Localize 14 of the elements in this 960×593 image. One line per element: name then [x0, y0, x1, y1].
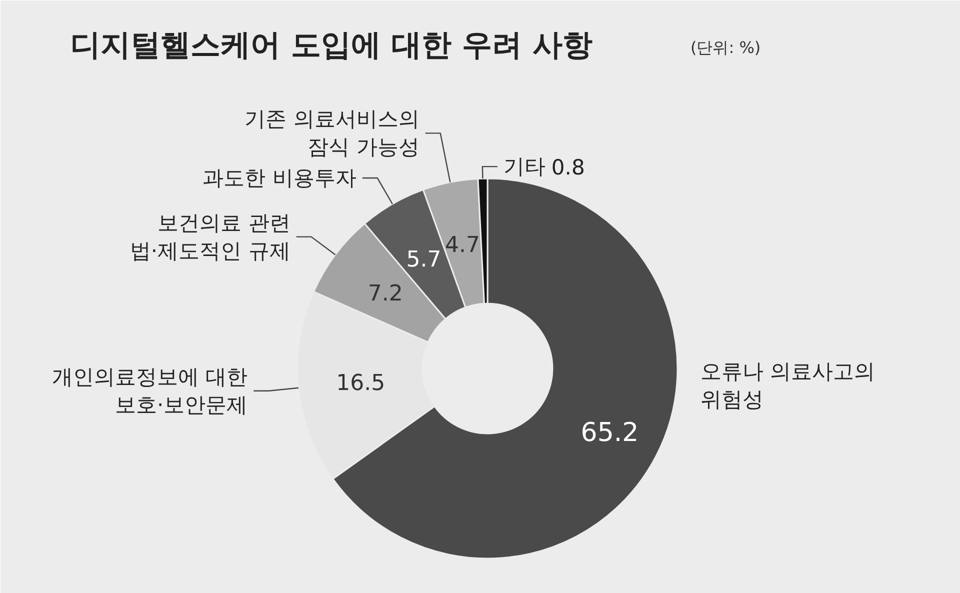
data-label: 5.7 [406, 248, 442, 273]
data-label: 16.5 [336, 370, 386, 396]
slice-label: 오류나 의료사고의 위험성 [700, 359, 876, 412]
data-label: 4.7 [444, 232, 480, 258]
slice-label: 보건의료 관련 법·제도적인 규제 [130, 210, 290, 263]
chart-subtitle: (단위: %) [690, 38, 761, 57]
slice-label: 과도한 비용투자 [202, 166, 356, 190]
data-label: 0.8 [551, 156, 585, 180]
data-label: 65.2 [580, 418, 639, 448]
slice-label: 기타 [503, 154, 546, 179]
slice-label: 개인의료정보에 대한 보호·보안문제 [52, 364, 248, 417]
chart-title: 디지털헬스케어 도입에 대한 우려 사항 [70, 28, 592, 63]
slice-label: 기존 의료서비스의 잠식 가능성 [244, 107, 420, 160]
data-label: 7.2 [368, 282, 403, 307]
